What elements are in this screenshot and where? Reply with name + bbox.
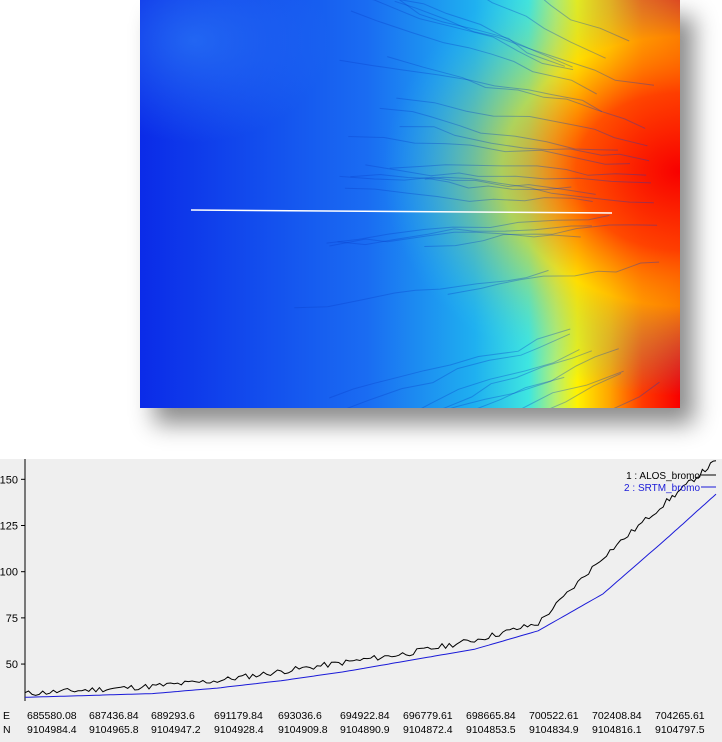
drainage-channel [339,59,603,113]
profile-transect-line[interactable] [190,209,613,214]
legend-entry: 1 : ALOS_bromo [626,471,700,482]
northing-value: 9104872.4 [403,724,453,736]
drainage-channel [344,187,593,202]
drainage-channel [399,0,573,68]
easting-value: 691179.84 [214,710,263,722]
easting-value: 693036.6 [278,710,322,722]
drainage-channel [365,164,651,184]
drainage-channel [477,376,565,408]
drainage-channel [350,173,572,191]
dem-haze-layer [140,0,680,408]
y-tick-label: 150 [0,474,18,486]
northing-value: 9104834.9 [529,724,579,736]
easting-value: 702408.84 [592,710,642,722]
drainage-channel [346,333,571,408]
drainage-channel [399,126,650,162]
drainage-channel [350,10,597,95]
drainage-channel [421,349,580,408]
y-tick-label: 75 [6,613,18,625]
easting-value: 685580.08 [27,710,77,722]
easting-value: 698665.84 [466,710,516,722]
drainage-channel [348,136,631,165]
drainage-lines [294,0,660,408]
drainage-channel [486,0,606,59]
y-tick-label: 50 [6,659,18,671]
drainage-channel [294,269,549,309]
drainage-channel [379,107,619,151]
y-tick-label: 125 [0,521,18,533]
y-axis: 50 75 100 125 150 [0,459,26,701]
drainage-channel [329,328,571,399]
drainage-channel [543,0,630,42]
northing-value: 9104853.5 [466,724,516,736]
northing-value: 9104928.4 [214,724,264,736]
y-tick-label: 100 [0,567,18,579]
drainage-channel [613,381,660,408]
drainage-channel [387,56,646,129]
elevation-profile-panel: 50 75 100 125 150 1 : ALOS_bromo 2 : SRTM_bro… [0,459,722,742]
easting-tag: E [3,710,11,722]
easting-value: 694922.84 [340,710,390,722]
easting-row: E 685580.08 687436.84 689293.6 691179.84… [0,710,722,722]
drainage-channel [372,0,574,71]
dem-map-panel [140,0,680,408]
northing-value: 9104797.5 [655,724,705,736]
drainage-channel [389,164,647,176]
dem-elevation-map[interactable] [140,0,680,408]
drainage-channel [337,225,592,246]
legend-entry: 2 : SRTM_bromo [624,483,700,494]
drainage-channel [447,261,660,295]
drainage-channel [424,224,658,247]
easting-value: 687436.84 [89,710,139,722]
northing-value: 9104947.2 [151,724,201,736]
drainage-channel [550,372,622,408]
northing-value: 9104909.8 [278,724,328,736]
drainage-channel [329,231,581,247]
series-line [24,493,717,698]
easting-value: 700522.61 [529,710,579,722]
drainage-channel [396,97,648,147]
northing-value: 9104890.9 [340,724,390,736]
northing-value: 9104816.1 [592,724,642,736]
northing-value: 9104984.4 [27,724,77,736]
drainage-channel [326,214,610,244]
drainage-channel [394,0,655,86]
northing-tag: N [3,724,11,736]
easting-value: 696779.61 [403,710,453,722]
drainage-channel [521,370,624,408]
drainage-channel [424,176,654,204]
drainage-channel [398,0,565,67]
northing-row: N 9104984.4 9104965.8 9104947.2 9104928.… [0,724,722,736]
drainage-channel [442,350,592,408]
easting-value: 689293.6 [151,710,195,722]
series-layer [24,460,717,698]
drainage-channel [450,348,619,408]
northing-value: 9104965.8 [89,724,139,736]
easting-value: 704265.61 [655,710,705,722]
series-line [24,460,717,696]
drainage-channel [339,175,596,195]
